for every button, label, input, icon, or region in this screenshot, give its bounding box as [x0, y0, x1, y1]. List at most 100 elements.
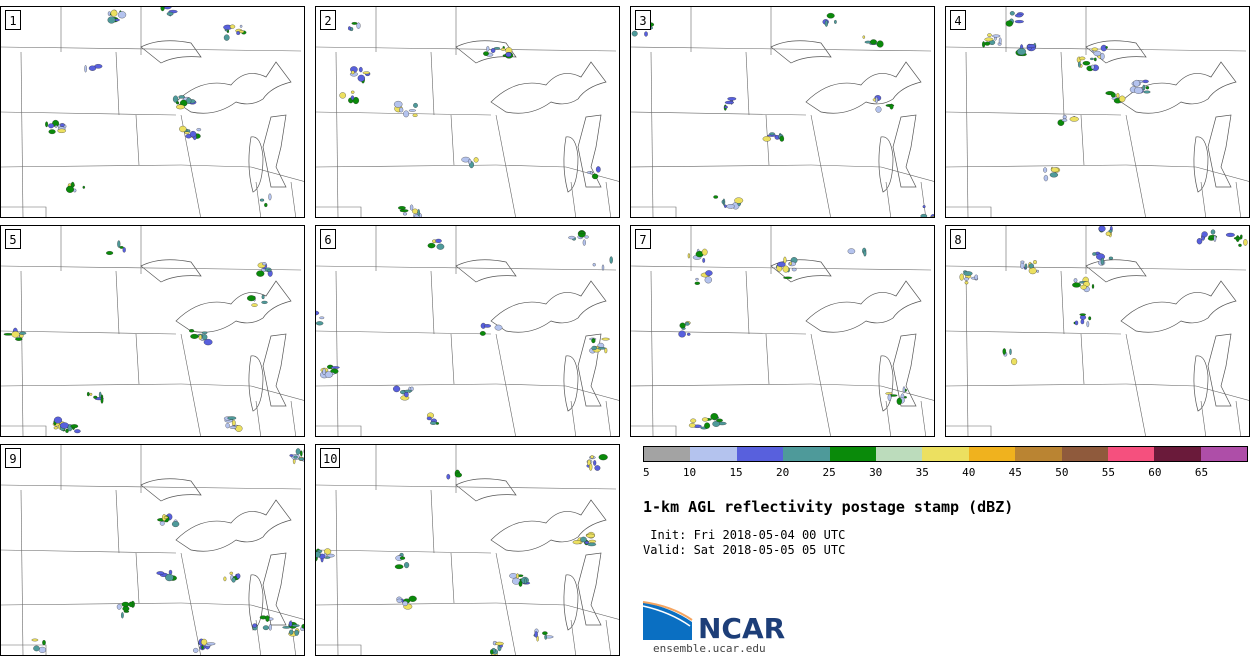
reflectivity-echo	[261, 300, 268, 304]
state-border	[650, 270, 654, 436]
state-border	[335, 270, 339, 436]
reflectivity-echo	[1093, 57, 1097, 62]
forecast-panel: 8	[945, 225, 1250, 437]
state-border	[885, 181, 892, 217]
reflectivity-echo	[834, 19, 837, 24]
state-border	[1, 644, 47, 655]
state-border	[1080, 114, 1085, 166]
state-border	[20, 489, 24, 655]
reflectivity-echo	[1079, 313, 1086, 316]
state-border	[631, 206, 677, 217]
state-border	[255, 181, 262, 217]
reflectivity-echo	[875, 106, 882, 113]
reflectivity-echo	[282, 626, 291, 629]
reflectivity-echo	[430, 421, 437, 425]
reflectivity-echo	[165, 573, 174, 582]
reflectivity-echo	[930, 216, 934, 217]
lake-outline	[140, 259, 202, 283]
reflectivity-echo	[206, 642, 216, 646]
state-border	[250, 385, 304, 401]
reflectivity-echo	[176, 104, 185, 110]
reflectivity-echo	[1014, 20, 1024, 24]
state-border	[180, 383, 252, 387]
reflectivity-echo	[402, 212, 408, 216]
state-border	[495, 383, 567, 387]
state-border	[1125, 164, 1197, 168]
forecast-panel: 4	[945, 6, 1250, 218]
reflectivity-echo	[413, 102, 418, 108]
reflectivity-echo	[295, 448, 301, 455]
reflectivity-echo	[490, 649, 494, 655]
reflectivity-echo	[223, 34, 230, 41]
reflectivity-echo	[408, 109, 416, 112]
reflectivity-echo	[902, 386, 906, 394]
reflectivity-echo	[268, 624, 272, 631]
reflectivity-echo	[1213, 235, 1217, 242]
reflectivity-echo	[227, 416, 237, 420]
map-canvas	[1, 7, 304, 217]
reflectivity-echo	[1082, 61, 1091, 66]
reflectivity-echo	[70, 181, 75, 188]
state-border	[450, 114, 455, 166]
state-border	[1, 111, 177, 116]
state-border	[135, 552, 140, 604]
reflectivity-echo	[1142, 84, 1146, 91]
state-border	[495, 552, 516, 655]
lake-outline	[1207, 333, 1232, 407]
state-border	[631, 425, 677, 436]
reflectivity-echo	[201, 638, 208, 646]
reflectivity-echo	[509, 573, 518, 579]
map-canvas	[316, 445, 619, 655]
colorbar-tick-label: 30	[869, 466, 883, 479]
lake-outline	[805, 61, 922, 114]
reflectivity-echo	[876, 40, 884, 48]
colorbar-swatch	[875, 447, 923, 461]
reflectivity-echo	[516, 573, 519, 579]
state-border	[1, 46, 302, 52]
state-border	[316, 330, 492, 335]
state-border	[1, 164, 182, 168]
lake-outline	[892, 333, 917, 407]
reflectivity-echo	[289, 629, 294, 635]
state-border	[1195, 385, 1249, 401]
colorbar-swatch	[690, 447, 737, 461]
reflectivity-echo	[1033, 260, 1037, 265]
reflectivity-echo	[42, 640, 46, 646]
reflectivity-echo	[473, 157, 479, 163]
reflectivity-echo	[48, 123, 55, 129]
reflectivity-echo	[202, 334, 208, 341]
reflectivity-echo	[298, 457, 304, 461]
reflectivity-echo	[702, 258, 706, 263]
panel-label: 7	[635, 229, 651, 249]
reflectivity-echo	[122, 606, 130, 612]
state-border	[250, 604, 304, 620]
reflectivity-echo	[1196, 238, 1203, 245]
reflectivity-echo	[1100, 52, 1105, 60]
reflectivity-echo	[236, 573, 241, 579]
reflectivity-echo	[716, 418, 723, 423]
colorbar-tick-label: 45	[1008, 466, 1022, 479]
state-border	[1, 549, 177, 554]
colorbar-swatch	[1107, 447, 1155, 461]
state-border	[745, 270, 750, 335]
reflectivity-echo	[593, 460, 597, 466]
lake-outline	[563, 136, 579, 193]
reflectivity-echo	[403, 110, 410, 118]
reflectivity-echo	[984, 41, 991, 46]
reflectivity-echo	[231, 420, 236, 426]
state-border	[20, 270, 24, 436]
reflectivity-echo	[196, 128, 202, 132]
reflectivity-echo	[896, 397, 902, 405]
state-border	[570, 400, 577, 436]
reflectivity-echo	[826, 12, 835, 19]
state-border	[1060, 270, 1065, 335]
reflectivity-echo	[984, 37, 994, 42]
state-border	[565, 385, 619, 401]
reflectivity-echo	[436, 243, 445, 250]
reflectivity-echo	[84, 65, 87, 73]
reflectivity-echo	[1080, 319, 1085, 325]
lake-outline	[1120, 61, 1237, 114]
lake-outline	[248, 136, 264, 193]
reflectivity-echo	[601, 337, 610, 341]
reflectivity-echo	[727, 97, 737, 101]
